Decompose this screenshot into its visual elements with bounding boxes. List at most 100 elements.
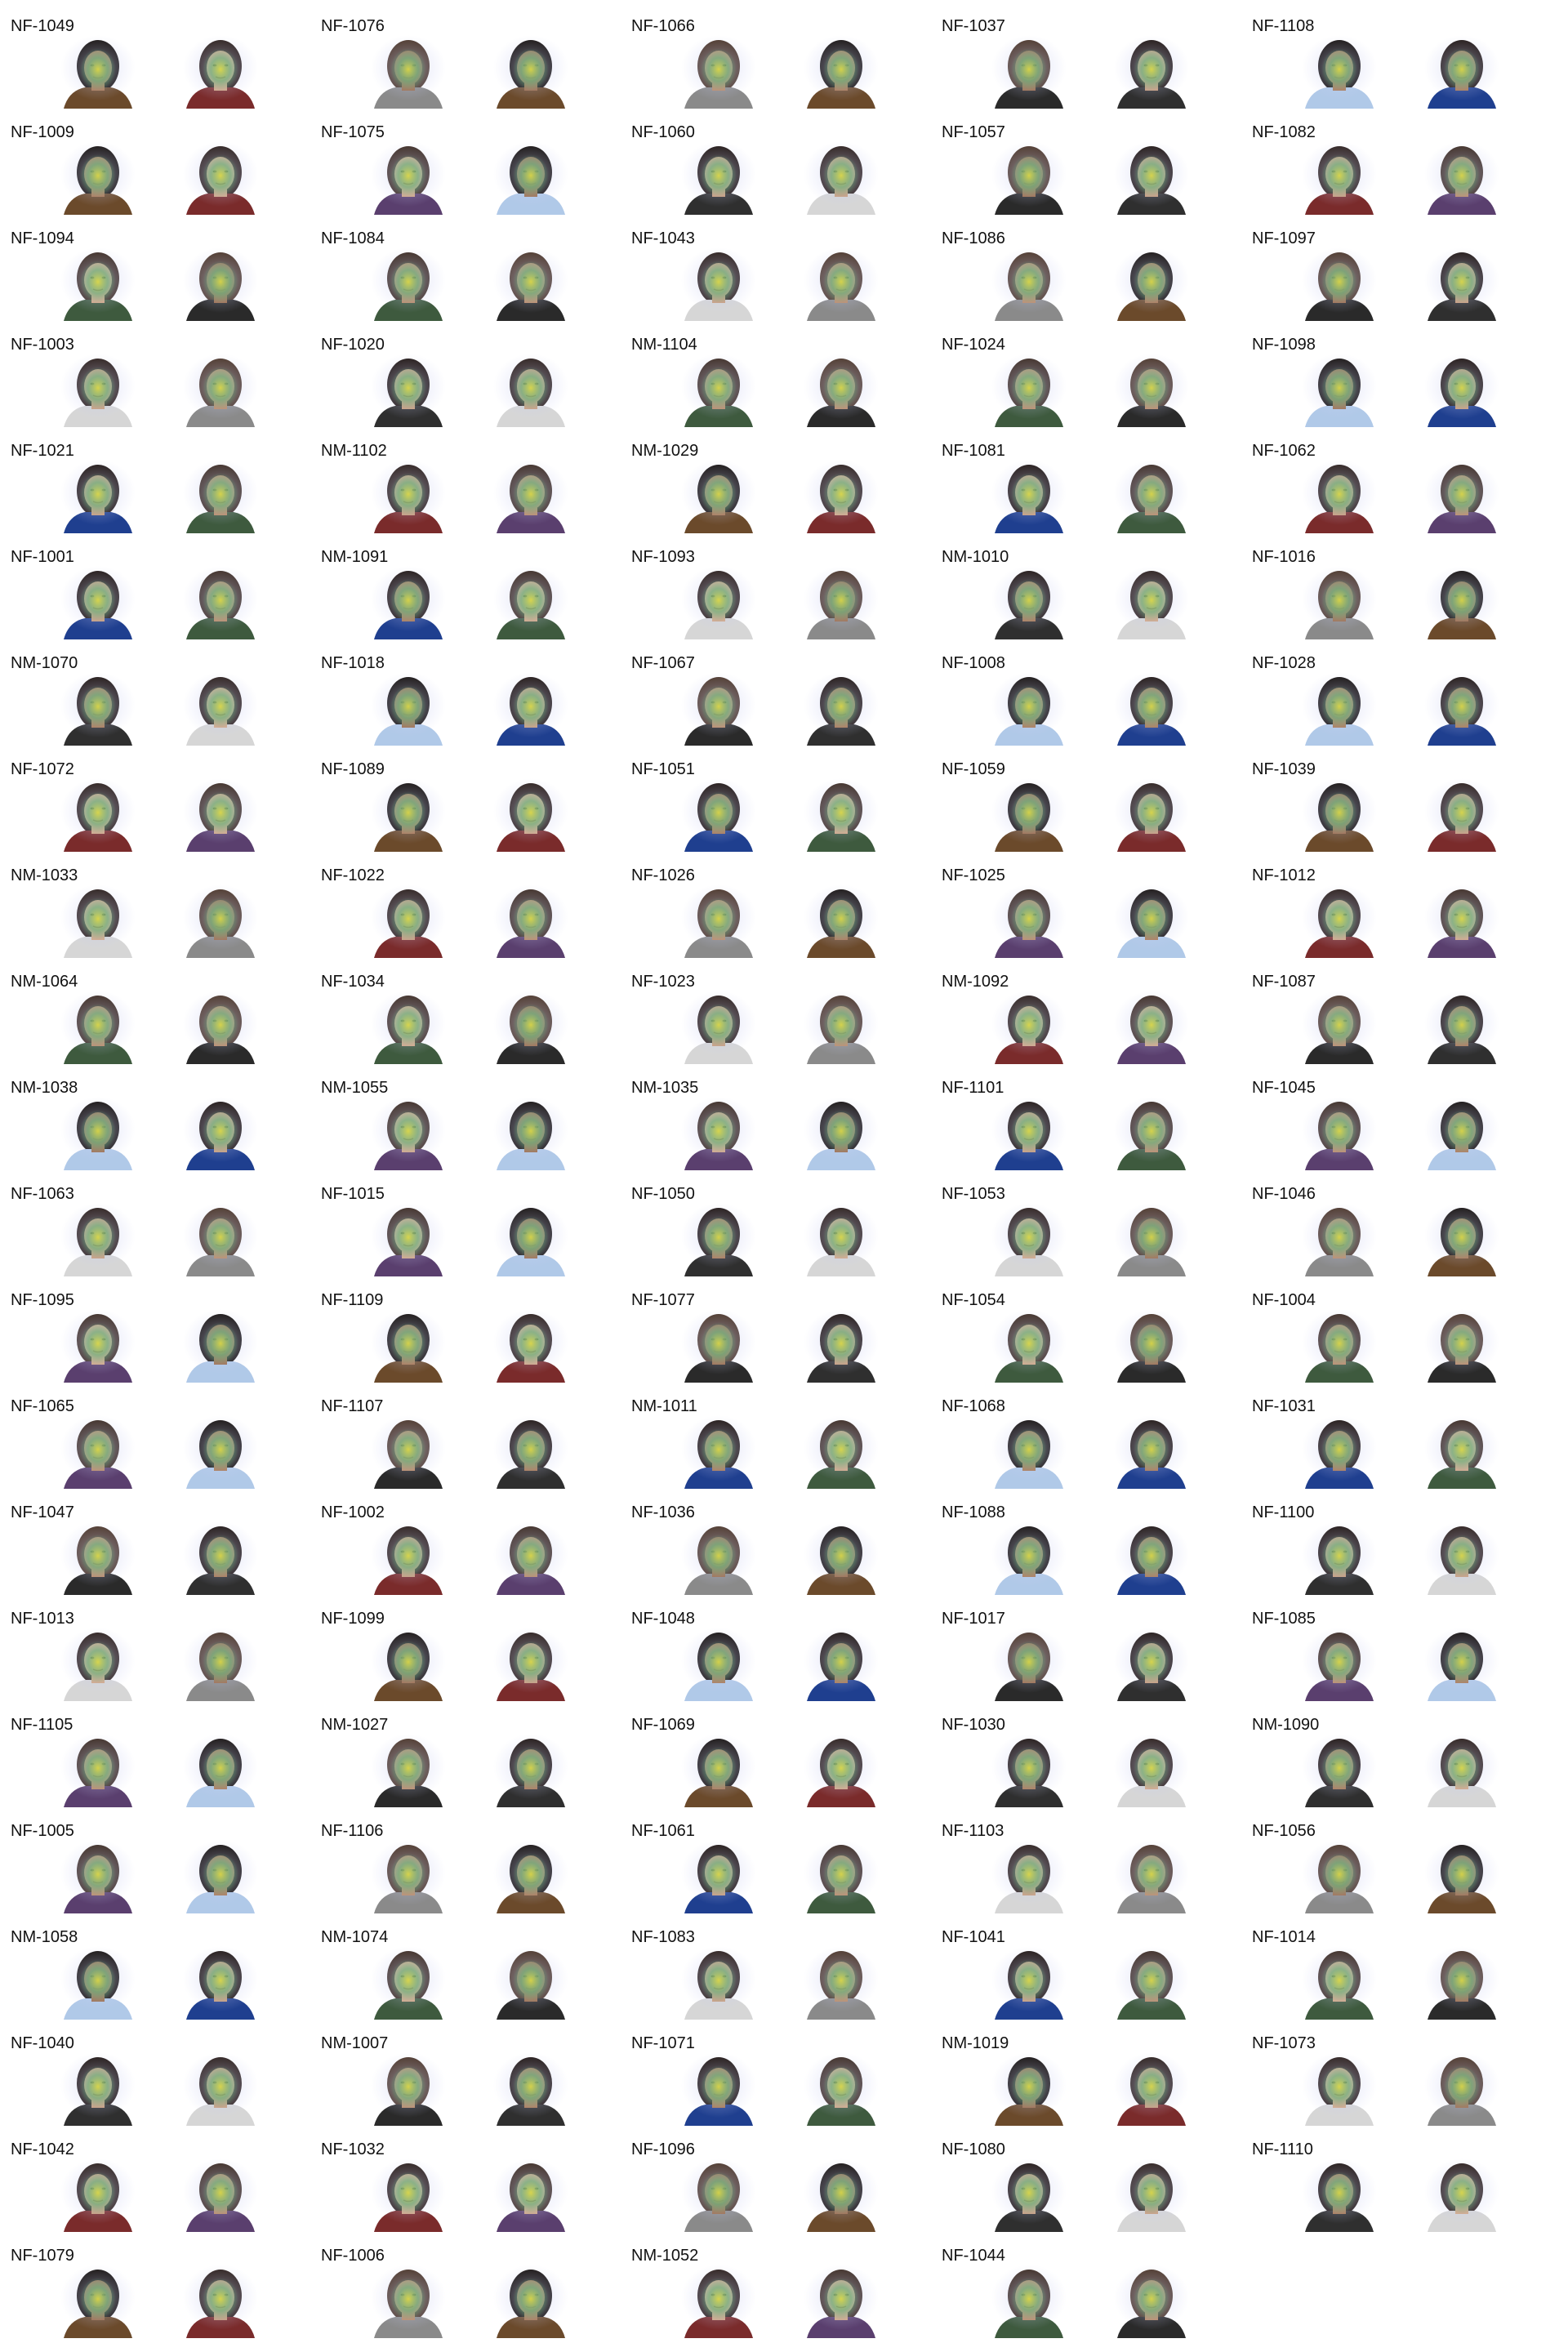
face-id-label: NF-1082 bbox=[1252, 123, 1316, 141]
face-cell: NF-1018 bbox=[310, 637, 621, 746]
face-photo-heatmap-left bbox=[359, 1626, 457, 1701]
face-photo-heatmap-right bbox=[1102, 1944, 1200, 2020]
face-photo-heatmap-right bbox=[482, 1201, 580, 1276]
face-cell: NM-1027 bbox=[310, 1699, 621, 1807]
face-cell: NM-1052 bbox=[621, 2230, 931, 2338]
face-photo-heatmap-right bbox=[792, 33, 890, 109]
face-id-label: NF-1077 bbox=[631, 1291, 695, 1309]
face-id-label: NF-1081 bbox=[942, 442, 1005, 460]
face-cell: NF-1015 bbox=[310, 1168, 621, 1276]
face-photo-heatmap-left bbox=[1290, 246, 1388, 321]
face-photo-heatmap-left bbox=[1290, 140, 1388, 215]
face-photo-heatmap-left bbox=[980, 883, 1078, 958]
face-id-label: NF-1054 bbox=[942, 1291, 1005, 1309]
face-cell: NF-1068 bbox=[931, 1380, 1241, 1489]
face-cell: NF-1056 bbox=[1241, 1805, 1552, 1913]
face-id-label: NF-1042 bbox=[11, 2140, 74, 2158]
face-photo-heatmap-left bbox=[670, 1414, 768, 1489]
face-cell: NF-1069 bbox=[621, 1699, 931, 1807]
face-id-label: NF-1043 bbox=[631, 229, 695, 247]
face-photo-heatmap-right bbox=[482, 670, 580, 746]
face-photo-heatmap-right bbox=[172, 670, 270, 746]
face-cell: NF-1054 bbox=[931, 1274, 1241, 1383]
face-cell: NF-1101 bbox=[931, 1062, 1241, 1170]
face-photo-heatmap-left bbox=[980, 1944, 1078, 2020]
face-cell: NF-1048 bbox=[621, 1592, 931, 1701]
face-photo-heatmap-right bbox=[172, 1307, 270, 1383]
face-id-label: NF-1004 bbox=[1252, 1291, 1316, 1309]
face-cell: NF-1016 bbox=[1241, 531, 1552, 639]
face-cell: NM-1092 bbox=[931, 956, 1241, 1064]
face-photo-heatmap-right bbox=[1413, 33, 1511, 109]
face-id-label: NM-1091 bbox=[321, 548, 389, 566]
face-photo-heatmap-right bbox=[172, 1414, 270, 1489]
face-photo-heatmap-right bbox=[1102, 1626, 1200, 1701]
face-cell: NM-1007 bbox=[310, 2017, 621, 2126]
face-id-label: NF-1039 bbox=[1252, 760, 1316, 778]
face-photo-heatmap-right bbox=[1413, 989, 1511, 1064]
face-id-label: NF-1022 bbox=[321, 866, 385, 884]
face-cell: NF-1030 bbox=[931, 1699, 1241, 1807]
face-photo-heatmap-left bbox=[1290, 1201, 1388, 1276]
face-cell: NF-1036 bbox=[621, 1486, 931, 1595]
face-photo-heatmap-left bbox=[49, 2157, 147, 2232]
face-photo-heatmap-right bbox=[1413, 1732, 1511, 1807]
face-photo-heatmap-right bbox=[482, 140, 580, 215]
face-photo-heatmap-left bbox=[1290, 777, 1388, 852]
face-id-label: NF-1051 bbox=[631, 760, 695, 778]
face-cell: NF-1008 bbox=[931, 637, 1241, 746]
face-photo-heatmap-left bbox=[49, 1626, 147, 1701]
face-cell: NF-1043 bbox=[621, 212, 931, 321]
face-photo-heatmap-right bbox=[1413, 1307, 1511, 1383]
face-cell: NF-1060 bbox=[621, 106, 931, 215]
face-cell: NF-1100 bbox=[1241, 1486, 1552, 1595]
face-photo-heatmap-left bbox=[359, 1944, 457, 2020]
face-photo-heatmap-left bbox=[980, 1838, 1078, 1913]
face-cell: NF-1006 bbox=[310, 2230, 621, 2338]
face-id-label: NM-1092 bbox=[942, 973, 1009, 991]
face-photo-heatmap-right bbox=[1413, 246, 1511, 321]
face-photo-heatmap-right bbox=[1413, 2051, 1511, 2126]
face-cell: NF-1061 bbox=[621, 1805, 931, 1913]
face-cell: NF-1081 bbox=[931, 425, 1241, 533]
face-cell: NF-1094 bbox=[0, 212, 310, 321]
face-photo-heatmap-left bbox=[49, 458, 147, 533]
face-photo-heatmap-right bbox=[1413, 777, 1511, 852]
face-photo-heatmap-right bbox=[1413, 670, 1511, 746]
face-cell: NF-1004 bbox=[1241, 1274, 1552, 1383]
face-photo-heatmap-right bbox=[1102, 246, 1200, 321]
face-photo-heatmap-right bbox=[792, 1626, 890, 1701]
face-id-label: NF-1096 bbox=[631, 2140, 695, 2158]
face-photo-heatmap-left bbox=[359, 777, 457, 852]
face-photo-heatmap-right bbox=[792, 883, 890, 958]
face-cell: NM-1091 bbox=[310, 531, 621, 639]
face-photo-heatmap-left bbox=[49, 352, 147, 427]
face-photo-heatmap-right bbox=[482, 777, 580, 852]
face-photo-heatmap-right bbox=[172, 1732, 270, 1807]
face-photo-heatmap-left bbox=[980, 2263, 1078, 2338]
face-photo-heatmap-right bbox=[1102, 1414, 1200, 1489]
face-photo-heatmap-right bbox=[1413, 883, 1511, 958]
face-id-label: NF-1076 bbox=[321, 17, 385, 35]
face-photo-heatmap-left bbox=[359, 140, 457, 215]
face-cell: NF-1017 bbox=[931, 1592, 1241, 1701]
face-photo-heatmap-left bbox=[49, 33, 147, 109]
face-photo-heatmap-left bbox=[1290, 564, 1388, 639]
face-cell: NF-1042 bbox=[0, 2123, 310, 2232]
face-cell: NF-1063 bbox=[0, 1168, 310, 1276]
face-id-label: NF-1079 bbox=[11, 2247, 74, 2265]
face-id-label: NF-1066 bbox=[631, 17, 695, 35]
face-id-label: NF-1056 bbox=[1252, 1822, 1316, 1840]
face-photo-heatmap-left bbox=[670, 883, 768, 958]
face-photo-heatmap-right bbox=[172, 2051, 270, 2126]
face-photo-heatmap-left bbox=[49, 2051, 147, 2126]
face-cell: NF-1051 bbox=[621, 743, 931, 852]
face-cell: NF-1039 bbox=[1241, 743, 1552, 852]
face-photo-heatmap-right bbox=[792, 352, 890, 427]
face-cell: NF-1047 bbox=[0, 1486, 310, 1595]
face-cell: NF-1097 bbox=[1241, 212, 1552, 321]
face-photo-heatmap-right bbox=[1413, 564, 1511, 639]
face-cell: NF-1001 bbox=[0, 531, 310, 639]
face-id-label: NF-1108 bbox=[1252, 17, 1315, 35]
face-photo-heatmap-left bbox=[980, 246, 1078, 321]
